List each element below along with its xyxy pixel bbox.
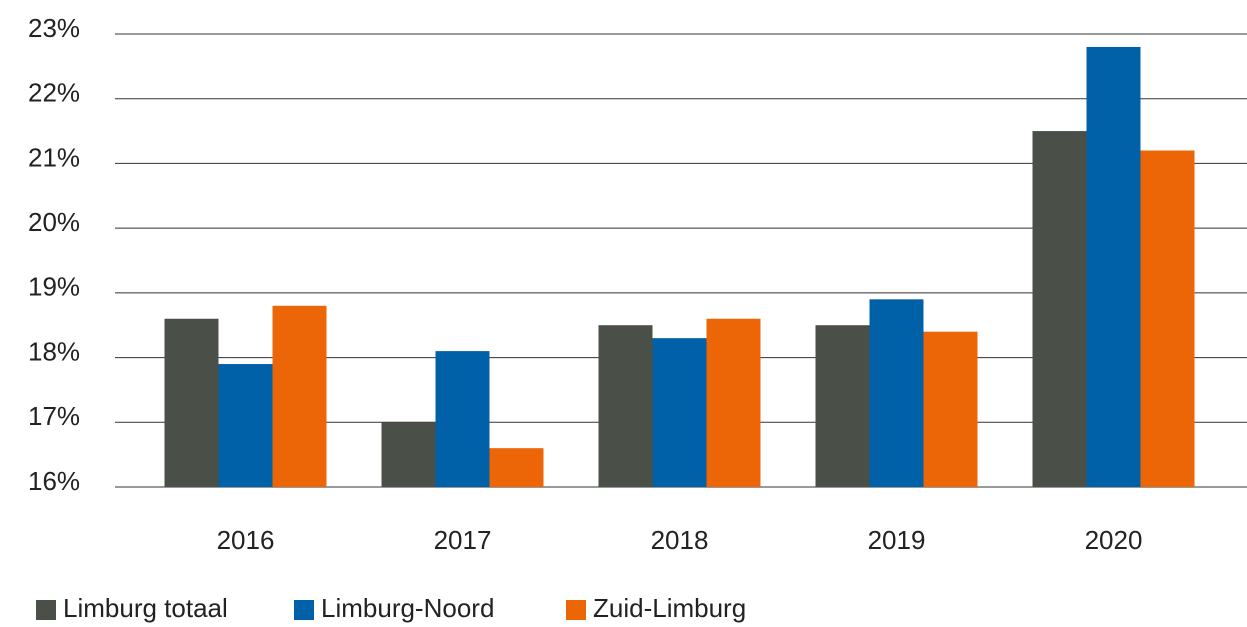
bar xyxy=(1086,46,1141,487)
legend-label: Limburg totaal xyxy=(63,593,228,623)
y-tick-label: 21% xyxy=(28,142,80,172)
bar xyxy=(435,351,490,487)
bar xyxy=(652,338,707,487)
y-tick-label: 17% xyxy=(28,401,80,431)
y-tick-label: 16% xyxy=(28,466,80,496)
bar xyxy=(923,331,978,487)
y-tick-label: 18% xyxy=(28,336,80,366)
x-tick-label: 2020 xyxy=(1085,525,1143,555)
y-tick-label: 22% xyxy=(28,78,80,108)
bar xyxy=(598,325,653,487)
x-tick-label: 2017 xyxy=(434,525,492,555)
bar xyxy=(164,318,219,487)
y-tick-label: 23% xyxy=(28,13,80,43)
bar xyxy=(706,318,761,487)
x-tick-label: 2016 xyxy=(217,525,275,555)
bar xyxy=(1140,150,1195,487)
legend-swatch xyxy=(566,600,586,620)
bar xyxy=(381,422,436,487)
x-tick-label: 2018 xyxy=(651,525,709,555)
legend-label: Zuid-Limburg xyxy=(593,593,746,623)
bar xyxy=(815,325,870,487)
y-tick-label: 19% xyxy=(28,272,80,302)
legend-label: Limburg-Noord xyxy=(321,593,494,623)
y-tick-label: 20% xyxy=(28,207,80,237)
legend-swatch xyxy=(36,600,56,620)
bar xyxy=(272,305,327,487)
x-tick-label: 2019 xyxy=(868,525,926,555)
bar xyxy=(869,299,924,487)
bar xyxy=(1032,131,1087,488)
bar xyxy=(489,448,544,487)
legend-swatch xyxy=(294,600,314,620)
bar xyxy=(218,364,273,487)
